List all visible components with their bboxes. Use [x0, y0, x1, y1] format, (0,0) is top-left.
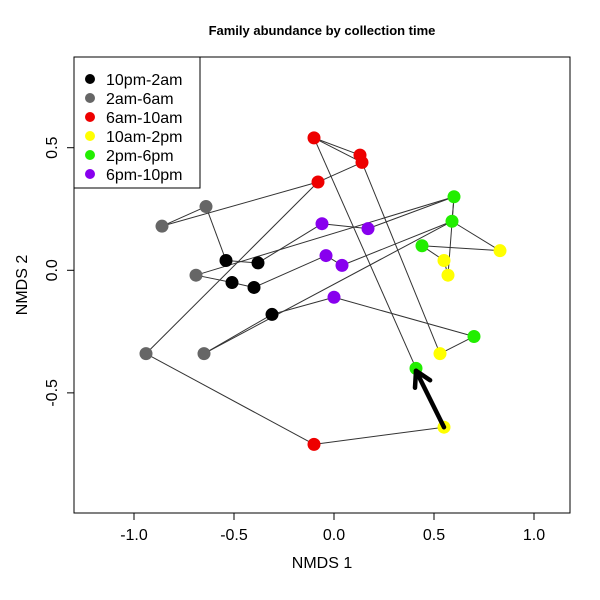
- path-segment: [421, 245, 501, 252]
- path-segment: [195, 196, 455, 276]
- path-segment: [341, 220, 453, 266]
- legend-marker: [85, 93, 95, 103]
- annotation-arrow: [412, 368, 447, 430]
- point-6pm-10pm: [361, 222, 375, 236]
- legend-marker: [85, 74, 95, 84]
- path-segment: [145, 181, 319, 354]
- point-10pm-2am: [251, 256, 265, 270]
- point-2pm-6pm: [467, 329, 481, 343]
- path-segment: [367, 196, 455, 230]
- point-2pm-6pm: [447, 190, 461, 204]
- legend-marker: [85, 169, 95, 179]
- path-segment: [321, 223, 369, 230]
- point-6pm-10pm: [335, 258, 349, 272]
- x-tick-label: 0.0: [323, 527, 345, 544]
- legend-marker: [85, 112, 95, 122]
- point-6pm-10pm: [327, 290, 341, 304]
- point-10pm-2am: [225, 276, 239, 290]
- point-6am-10am: [355, 155, 369, 169]
- legend-label: 2pm-6pm: [106, 148, 174, 165]
- point-2pm-6pm: [445, 214, 459, 228]
- point-10am-2pm: [493, 244, 507, 258]
- path-segment: [451, 220, 501, 252]
- point-2am-6am: [197, 347, 211, 361]
- path-segment: [313, 426, 445, 445]
- path-segment: [313, 137, 361, 156]
- chart-title: Family abundance by collection time: [209, 23, 436, 38]
- y-axis-label: NMDS 2: [14, 255, 31, 316]
- path-segment: [203, 313, 273, 355]
- x-tick-label: 0.5: [423, 527, 445, 544]
- path-segment: [203, 220, 453, 355]
- x-axis-label: NMDS 1: [292, 555, 353, 572]
- path-segment: [317, 161, 363, 183]
- point-10am-2pm: [433, 347, 447, 361]
- point-10pm-2am: [265, 307, 279, 321]
- legend-marker: [85, 131, 95, 141]
- point-10pm-2am: [219, 253, 233, 267]
- y-axis: -0.5 0.0 0.5: [44, 136, 75, 407]
- path-segment: [253, 255, 327, 288]
- point-2am-6am: [139, 347, 153, 361]
- point-10pm-2am: [247, 280, 261, 294]
- path-segment: [257, 223, 323, 264]
- path-segment: [205, 206, 227, 261]
- point-2am-6am: [155, 219, 169, 233]
- point-6pm-10pm: [315, 217, 329, 231]
- x-axis: -1.0 -0.5 0.0 0.5 1.0: [120, 512, 545, 544]
- legend: 10pm-2am 2am-6am 6am-10am 10am-2pm 2pm-6pm 6p…: [73, 56, 201, 189]
- legend-label: 2am-6am: [106, 91, 174, 108]
- legend-label: 6pm-10pm: [106, 167, 182, 184]
- path-segment: [361, 162, 441, 354]
- y-tick-label: -0.5: [44, 379, 61, 407]
- point-6am-10am: [311, 175, 325, 189]
- path-segment: [333, 296, 475, 337]
- point-2pm-6pm: [415, 239, 429, 253]
- point-10am-2pm: [437, 253, 451, 267]
- legend-marker: [85, 150, 95, 160]
- x-tick-label: -1.0: [120, 527, 148, 544]
- legend-label: 10pm-2am: [106, 72, 182, 89]
- point-6am-10am: [307, 131, 321, 145]
- point-2am-6am: [199, 200, 213, 214]
- x-tick-label: 1.0: [523, 527, 545, 544]
- arrow-shaft: [413, 368, 447, 430]
- legend-label: 10am-2pm: [106, 129, 182, 146]
- legend-label: 6am-10am: [106, 110, 182, 127]
- point-10am-2pm: [441, 268, 455, 282]
- path-segment: [271, 296, 335, 315]
- x-tick-label: -0.5: [220, 527, 248, 544]
- point-2am-6am: [189, 268, 203, 282]
- y-tick-label: 0.0: [44, 259, 61, 281]
- point-6am-10am: [307, 437, 321, 451]
- point-6pm-10pm: [319, 249, 333, 263]
- y-tick-label: 0.5: [44, 136, 61, 158]
- path-segment: [313, 137, 363, 163]
- path-segment: [145, 353, 315, 445]
- path-segment: [313, 137, 417, 369]
- arrow-head: [412, 368, 433, 391]
- legend-box: [73, 56, 201, 189]
- path-segment: [161, 206, 207, 227]
- path-segment: [161, 181, 319, 227]
- data-points: [139, 131, 507, 451]
